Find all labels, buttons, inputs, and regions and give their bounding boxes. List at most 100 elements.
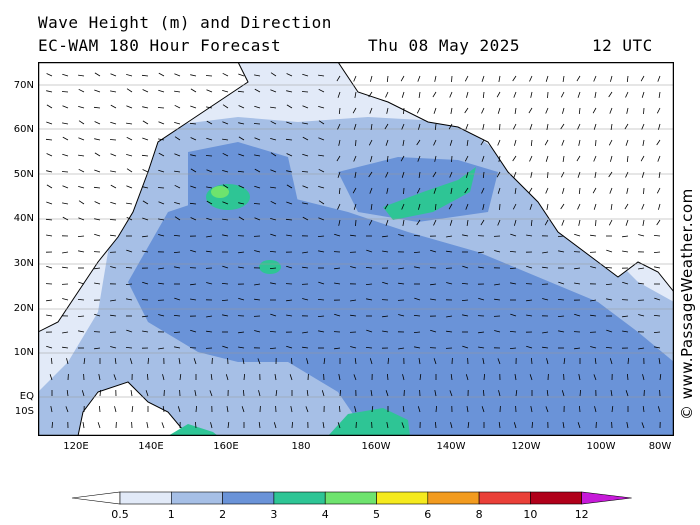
direction-arrow [626,422,629,429]
direction-arrow [318,168,325,173]
direction-arrow [403,187,405,195]
direction-arrow [483,389,485,397]
direction-arrow [238,331,245,334]
direction-arrow [398,234,405,237]
direction-arrow [126,105,133,109]
direction-arrow [481,187,485,194]
direction-arrow [254,137,261,141]
direction-arrow [494,298,501,301]
direction-arrow [464,187,469,194]
direction-arrow [142,89,149,93]
direction-arrow [622,250,629,253]
direction-arrow [449,139,453,146]
direction-arrow [432,171,437,178]
direction-arrow [158,234,165,237]
direction-arrow [578,187,581,195]
direction-arrow [446,315,453,318]
direction-arrow [205,75,213,77]
direction-arrow [609,187,613,194]
direction-arrow [385,139,389,146]
direction-arrow [142,120,149,125]
direction-arrow [270,186,277,189]
direction-arrow [402,139,405,146]
direction-arrow [478,331,485,334]
direction-arrow [194,390,197,397]
direction-arrow [302,73,309,77]
direction-arrow [189,122,197,125]
direction-arrow [221,299,229,301]
direction-arrow [222,345,229,349]
direction-arrow [289,374,293,381]
direction-arrow [466,91,469,98]
direction-arrow [354,358,357,365]
direction-arrow [337,123,341,130]
direction-arrow [530,171,533,178]
direction-arrow [433,358,437,365]
direction-arrow [62,136,69,141]
scale-min-arrow [71,491,121,505]
scale-cell [273,491,326,505]
direction-arrow [417,155,421,162]
lon-label-140w: 140W [436,441,466,452]
direction-arrow [546,203,549,210]
direction-arrow [318,200,325,205]
direction-arrow [656,187,661,194]
direction-arrow [480,219,485,226]
direction-arrow [334,267,341,270]
direction-arrow [499,123,501,131]
direction-arrow [336,75,341,82]
direction-arrow [286,184,293,189]
direction-arrow [494,250,501,253]
direction-arrow [286,299,293,302]
direction-arrow [142,169,149,173]
direction-arrow [45,218,53,221]
scale-tick-label: 6 [424,508,432,521]
direction-arrow [269,347,277,349]
direction-arrow [449,91,453,98]
direction-arrow [514,139,517,146]
direction-arrow [174,73,181,77]
direction-arrow [337,203,341,210]
scale-cell [478,491,531,505]
wave-zone-4-5m-kamchatka [211,186,229,198]
direction-arrow [110,234,117,237]
direction-arrow [528,187,533,194]
direction-arrow [464,107,469,114]
direction-arrow [546,123,549,130]
direction-arrow [353,75,357,82]
direction-arrow [126,329,133,333]
direction-arrow [576,155,581,162]
direction-arrow [62,105,69,109]
direction-arrow [385,171,389,178]
direction-arrow [350,346,357,349]
direction-arrow [435,421,437,429]
direction-arrow [94,233,101,237]
wave-height-color-scale [71,491,632,505]
direction-arrow [78,217,85,221]
direction-arrow [350,299,357,302]
direction-arrow [285,218,293,221]
direction-arrow [545,406,549,413]
direction-arrow [509,251,517,253]
direction-arrow [465,123,469,130]
direction-arrow [93,186,101,189]
direction-arrow [416,139,421,146]
direction-arrow [433,139,437,146]
direction-arrow [414,297,421,301]
direction-arrow [78,250,85,253]
map-title: Wave Height (m) and Direction [38,13,332,32]
direction-arrow [514,187,517,194]
direction-arrow [606,298,613,301]
direction-arrow [286,201,293,205]
direction-arrow [512,155,517,162]
direction-arrow [237,90,245,93]
direction-arrow [385,91,389,98]
direction-arrow [126,88,133,93]
direction-arrow [606,249,613,253]
direction-arrow [498,422,501,429]
direction-arrow [354,406,357,413]
direction-arrow [352,107,357,114]
direction-arrow [413,251,421,253]
direction-arrow [173,331,181,333]
direction-arrow [158,89,165,93]
